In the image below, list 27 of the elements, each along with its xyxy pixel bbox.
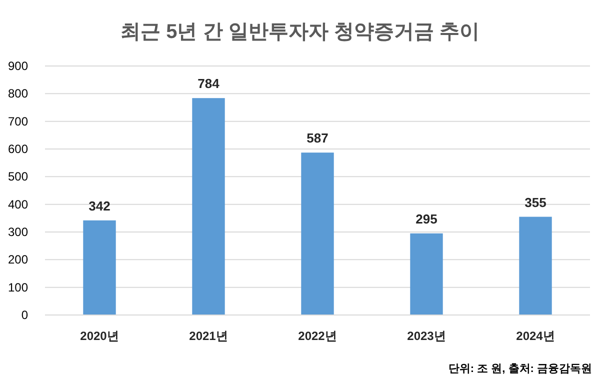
y-tick-label: 0: [21, 308, 28, 322]
y-tick-label: 400: [8, 197, 28, 212]
x-tick-label: 2023년: [407, 329, 446, 343]
bar: [83, 220, 116, 315]
y-tick-label: 800: [8, 86, 28, 101]
bar: [410, 233, 443, 315]
y-tick-label: 100: [8, 280, 28, 294]
x-tick-label: 2021년: [189, 329, 228, 343]
data-label: 355: [524, 194, 546, 210]
data-label: 784: [198, 76, 220, 92]
y-tick-label: 700: [8, 114, 28, 128]
y-tick-label: 600: [8, 142, 28, 156]
y-tick-label: 500: [8, 170, 28, 184]
y-tick-label: 200: [8, 252, 28, 267]
x-tick-label: 2022년: [298, 329, 337, 343]
text: 단위: 조 원, 출처: 금융감독원: [448, 363, 592, 375]
chart-title: 최근 5년 간 일반투자자 청약증거금 추이: [120, 21, 480, 43]
data-label: 295: [416, 211, 438, 226]
x-tick-label: 2020년: [80, 329, 119, 343]
y-tick-label: 300: [8, 225, 28, 239]
bar: [519, 216, 552, 315]
bar: [301, 152, 334, 315]
bar: [192, 98, 225, 315]
y-tick-label: 900: [8, 59, 28, 73]
data-label: 587: [306, 130, 328, 146]
data-label: 342: [88, 198, 110, 214]
x-tick-label: 2024년: [516, 329, 555, 343]
